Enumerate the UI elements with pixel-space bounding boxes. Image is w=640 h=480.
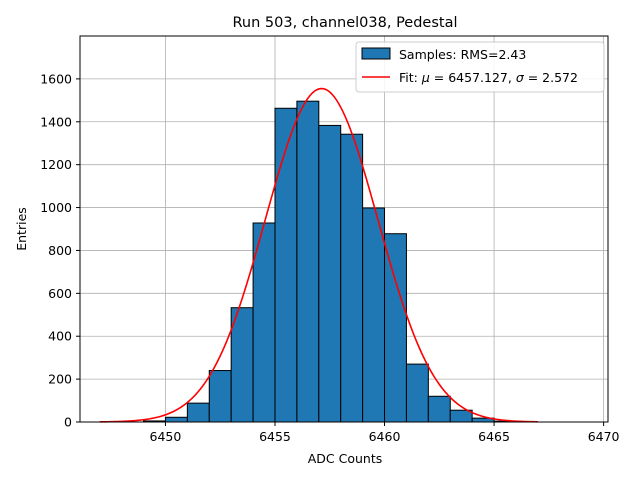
- axis-ticks: 6450 6455 6460 6465 6470 0 200 400 600 800 1000 120…: [40, 71, 619, 444]
- histogram-bar: [427, 395, 451, 423]
- fit-curve: [99, 87, 538, 423]
- histogram-bar: [230, 307, 254, 423]
- x-tick-label: 6470: [588, 429, 620, 444]
- x-axis-label: ADC Counts: [308, 451, 383, 466]
- x-tick-label: 6450: [150, 429, 182, 444]
- x-tick-label: 6460: [369, 429, 401, 444]
- y-tick-label: 200: [48, 372, 72, 387]
- x-tick-label: 6465: [478, 429, 510, 444]
- histogram-bar: [274, 107, 298, 423]
- histogram-bar: [405, 363, 429, 423]
- histogram-bar: [208, 370, 232, 423]
- legend-hist-label: Samples: RMS=2.43: [399, 47, 526, 62]
- histogram-bar: [318, 124, 342, 423]
- histogram-bar: [186, 402, 210, 423]
- y-tick-label: 600: [48, 286, 72, 301]
- legend: Samples: RMS=2.43 Fit: μ = 6457.127, σ =…: [355, 41, 605, 93]
- legend-fit-sigma-symbol: σ: [516, 70, 525, 85]
- x-tick-label: 6455: [259, 429, 291, 444]
- histogram-bar: [449, 409, 473, 423]
- y-tick-label: 400: [48, 329, 72, 344]
- histogram-bar: [164, 416, 188, 423]
- histogram-bar: [340, 133, 364, 423]
- histogram-bars: [143, 100, 517, 423]
- y-tick-label: 1400: [40, 114, 72, 129]
- axes-frame: [79, 35, 609, 423]
- legend-hist-swatch: [361, 47, 391, 60]
- histogram-bar: [384, 233, 407, 423]
- y-tick-label: 1600: [40, 71, 72, 86]
- legend-box: [355, 41, 605, 93]
- gaussian-fit: [99, 87, 538, 423]
- legend-fit-mu-value: = 6457.127,: [430, 70, 516, 85]
- y-tick-label: 1200: [40, 157, 72, 172]
- y-tick-label: 800: [48, 243, 72, 258]
- legend-fit-prefix: Fit:: [399, 70, 422, 85]
- legend-fit-sigma-value: = 2.572: [524, 70, 578, 85]
- y-tick-label: 0: [64, 415, 72, 430]
- legend-fit-mu-symbol: μ: [421, 70, 430, 85]
- histogram-bar: [296, 100, 320, 423]
- histogram-bar: [362, 207, 386, 423]
- y-tick-label: 1000: [40, 200, 72, 215]
- y-axis-label: Entries: [14, 207, 29, 251]
- legend-fit-label: Fit: μ = 6457.127, σ = 2.572: [399, 70, 578, 85]
- chart-title: Run 503, channel038, Pedestal: [232, 15, 457, 31]
